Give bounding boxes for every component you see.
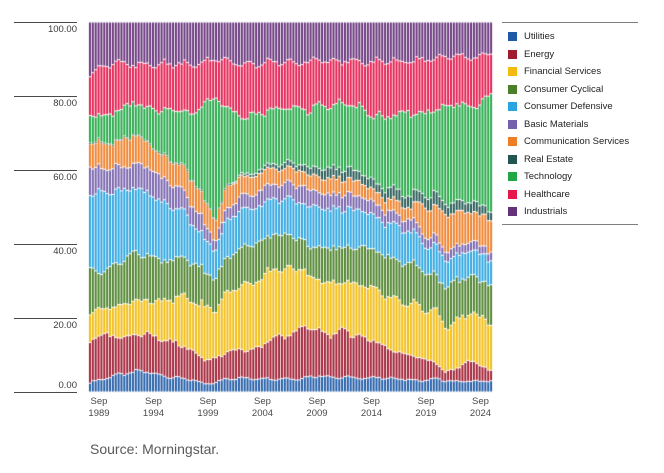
x-axis-tick-label: Sep 2024 xyxy=(458,396,504,419)
y-tick-line xyxy=(14,318,77,319)
legend-color-swatch-icon xyxy=(508,49,517,59)
x-tick-month: Sep xyxy=(472,396,489,407)
y-axis-tick-label: 20.00 xyxy=(53,320,77,331)
x-axis-tick-label: Sep 2004 xyxy=(240,396,286,419)
x-axis-tick-label: Sep 2019 xyxy=(403,396,449,419)
x-tick-month: Sep xyxy=(308,396,326,407)
legend-label: Consumer Cyclical xyxy=(524,83,604,95)
legend-item-consumer-defensive: Consumer Defensive xyxy=(502,98,638,116)
x-tick-year: 1989 xyxy=(88,407,110,419)
legend-item-financial-services: Financial Services xyxy=(502,63,638,81)
x-tick-month: Sep xyxy=(90,396,108,407)
legend-color-swatch-icon xyxy=(508,67,517,77)
legend-item-consumer-cyclical: Consumer Cyclical xyxy=(502,81,638,99)
x-tick-month: Sep xyxy=(254,396,271,407)
legend-label: Communication Services xyxy=(524,136,630,148)
x-tick-year: 2004 xyxy=(251,407,274,419)
legend-color-swatch-icon xyxy=(508,207,517,217)
legend-label: Utilities xyxy=(524,31,555,43)
x-tick-year: 2024 xyxy=(469,407,492,419)
legend-item-energy: Energy xyxy=(502,46,638,64)
y-axis-tick-label: 40.00 xyxy=(53,246,77,257)
legend-item-utilities: Utilities xyxy=(502,28,638,46)
legend-label: Basic Materials xyxy=(524,118,589,130)
y-axis-tick-label: 60.00 xyxy=(53,172,77,183)
source-note: Source: Morningstar. xyxy=(90,441,220,457)
y-axis-tick-label: 80.00 xyxy=(53,98,77,109)
legend-label: Energy xyxy=(524,48,555,60)
legend-color-swatch-icon xyxy=(508,32,517,42)
x-tick-year: 1994 xyxy=(142,407,165,419)
legend-color-swatch-icon xyxy=(508,84,517,94)
y-tick-line xyxy=(14,22,77,23)
legend-item-basic-materials: Basic Materials xyxy=(502,116,638,134)
legend-label: Consumer Defensive xyxy=(524,101,613,113)
x-tick-year: 2009 xyxy=(306,407,328,419)
x-tick-year: 2014 xyxy=(360,407,383,419)
y-tick-line xyxy=(14,170,77,171)
legend-color-swatch-icon xyxy=(508,119,517,129)
legend-color-swatch-icon xyxy=(508,102,517,112)
legend-item-healthcare: Healthcare xyxy=(502,186,638,204)
x-tick-month: Sep xyxy=(417,396,435,407)
legend-item-industrials: Industrials xyxy=(502,203,638,221)
legend-color-swatch-icon xyxy=(508,137,517,147)
y-tick-line xyxy=(14,392,77,393)
y-tick-line xyxy=(14,244,77,245)
x-axis-tick-label: Sep 1999 xyxy=(185,396,231,419)
legend-label: Real Estate xyxy=(524,153,574,165)
x-tick-month: Sep xyxy=(145,396,162,407)
legend-item-communication-services: Communication Services xyxy=(502,133,638,151)
legend-color-swatch-icon xyxy=(508,154,517,164)
legend-item-technology: Technology xyxy=(502,168,638,186)
x-tick-year: 1999 xyxy=(197,407,219,419)
legend-label: Technology xyxy=(524,171,573,183)
x-tick-month: Sep xyxy=(363,396,380,407)
legend-label: Healthcare xyxy=(524,188,570,200)
legend-label: Financial Services xyxy=(524,66,602,78)
y-axis-tick-label: 0.00 xyxy=(58,380,78,391)
x-axis-tick-label: Sep 1989 xyxy=(76,396,122,419)
x-axis-tick-label: Sep 2009 xyxy=(294,396,340,419)
x-tick-year: 2019 xyxy=(415,407,437,419)
legend-item-real-estate: Real Estate xyxy=(502,151,638,169)
x-axis-tick-label: Sep 2014 xyxy=(349,396,395,419)
legend: Utilities Energy Financial Services Consume… xyxy=(502,22,638,225)
x-axis-tick-label: Sep 1994 xyxy=(131,396,177,419)
y-axis-tick-label: 100.00 xyxy=(47,24,77,35)
x-tick-month: Sep xyxy=(199,396,217,407)
legend-color-swatch-icon xyxy=(508,172,517,182)
legend-color-swatch-icon xyxy=(508,189,517,199)
legend-label: Industrials xyxy=(524,206,568,218)
y-tick-line xyxy=(14,96,77,97)
